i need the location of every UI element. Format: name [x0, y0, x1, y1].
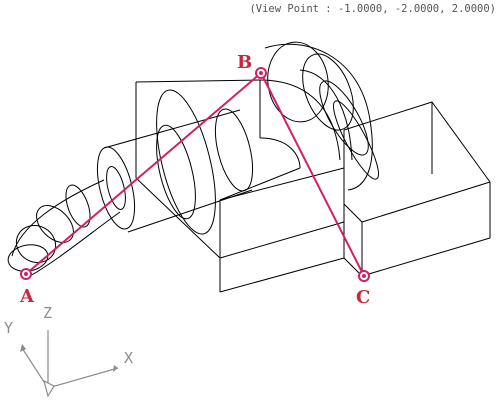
- arch-tube[interactable]: [263, 38, 386, 191]
- point-label-c: C: [356, 287, 371, 308]
- right-box[interactable]: [343, 101, 491, 277]
- point-label-a: A: [20, 286, 34, 307]
- point-b-marker[interactable]: [255, 67, 267, 79]
- lower-block[interactable]: [135, 130, 345, 293]
- view-point-readout: (View Point : -1.0000, -2.0000, 2.0000): [249, 3, 496, 15]
- point-a-marker[interactable]: [20, 268, 32, 280]
- ucs-icon: [20, 330, 119, 398]
- polyline-a-b-c[interactable]: [25, 71, 365, 277]
- ucs-y-label: Y: [4, 319, 14, 337]
- cylinder[interactable]: [90, 84, 259, 239]
- bent-pipe[interactable]: [6, 179, 121, 277]
- ucs-x-label: X: [124, 349, 134, 367]
- ucs-z-label: Z: [43, 304, 53, 322]
- point-c-marker[interactable]: [358, 270, 370, 282]
- point-label-b: B: [237, 52, 253, 73]
